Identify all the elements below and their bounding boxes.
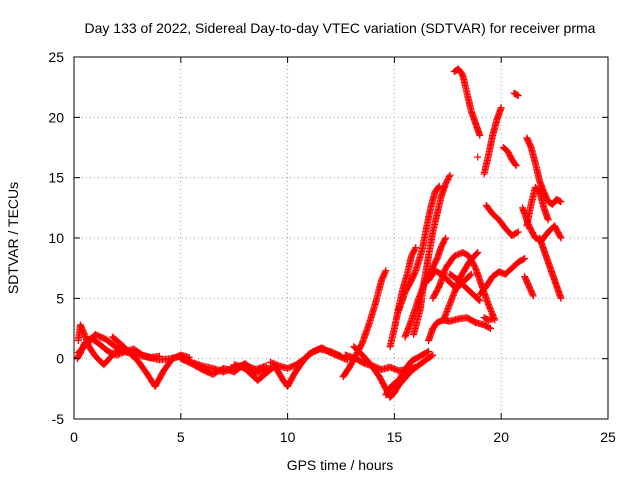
data-point-plus: [467, 270, 475, 278]
series-arc-28: [510, 89, 522, 100]
y-axis-label: SDTVAR / TECUs: [5, 182, 21, 294]
y-tick-label: 0: [56, 351, 64, 367]
y-tick-label: 25: [48, 49, 64, 65]
data-point-plus: [441, 235, 449, 243]
data-point-plus: [474, 153, 482, 161]
data-point-plus: [544, 216, 552, 224]
series-arc-33: [521, 273, 537, 300]
series-arc-24: [482, 201, 522, 240]
data-point-plus: [446, 171, 454, 179]
series-arc-23: [480, 104, 505, 178]
y-tick-label: 15: [48, 170, 64, 186]
series-arc-31: [523, 183, 552, 230]
grid-lines: [74, 57, 608, 419]
data-point-plus: [557, 294, 565, 302]
series-arc-32: [536, 234, 565, 302]
data-point-plus: [476, 297, 484, 305]
data-point-plus: [512, 162, 520, 170]
data-point-plus: [428, 352, 436, 360]
data-point-plus: [487, 325, 495, 332]
y-axis-ticks: -5 0 5 10 15 20 25: [48, 49, 608, 427]
data-point-plus: [429, 351, 437, 359]
x-tick-label: 5: [177, 429, 185, 445]
data-point-plus: [513, 229, 521, 237]
y-tick-label: -5: [52, 411, 65, 427]
x-tick-label: 10: [280, 429, 296, 445]
data-point-plus: [434, 183, 442, 191]
y-tick-label: 10: [48, 230, 64, 246]
data-point-plus: [475, 296, 483, 304]
series-arc-26: [480, 314, 497, 324]
chart-title: Day 133 of 2022, Sidereal Day-to-day VTE…: [85, 20, 596, 36]
series-arc-17: [425, 314, 495, 345]
data-point-plus: [514, 228, 522, 236]
series-arc-12: [382, 347, 433, 399]
data-point-plus: [474, 248, 482, 256]
data-point-plus: [473, 250, 481, 258]
x-tick-label: 0: [70, 429, 78, 445]
data-point-plus: [556, 197, 564, 205]
data-point-plus: [489, 315, 497, 323]
data-point-plus: [497, 104, 505, 112]
x-tick-label: 25: [600, 429, 616, 445]
series-arc-14: [395, 182, 443, 314]
x-axis-label: GPS time / hours: [287, 457, 394, 473]
data-point-plus: [557, 234, 565, 242]
series-arc-29: [523, 134, 565, 208]
x-axis-ticks: 0 5 10 15 20 25: [70, 57, 616, 445]
data-point-plus: [556, 233, 564, 241]
data-point-plus: [519, 255, 527, 263]
series-arc-21: [446, 270, 484, 305]
data-point-plus: [412, 244, 420, 252]
data-point-plus: [529, 292, 537, 300]
series-arc-04: [108, 333, 193, 390]
x-tick-label: 15: [387, 429, 403, 445]
data-point-plus: [529, 291, 537, 299]
data-point-plus: [411, 245, 419, 253]
data-point-plus: [514, 92, 522, 100]
data-point-plus: [476, 131, 484, 139]
x-tick-label: 20: [493, 429, 509, 445]
series-arc-22: [450, 65, 484, 139]
data-point-plus: [445, 173, 453, 181]
data-point-plus: [521, 255, 529, 263]
data-point-plus: [425, 347, 433, 355]
data-point-plus: [382, 267, 390, 275]
data-point-plus: [442, 234, 450, 242]
series-arc-27: [499, 144, 520, 170]
series-arc-16: [410, 171, 454, 339]
data-points: [73, 65, 565, 401]
data-point-plus: [485, 324, 493, 332]
data-point-plus: [423, 348, 431, 356]
y-tick-label: 20: [48, 109, 64, 125]
series-arc-25: [476, 255, 529, 299]
series-outlier: [474, 153, 482, 161]
data-point-plus: [466, 271, 474, 279]
data-point-plus: [381, 268, 389, 276]
y-tick-label: 5: [56, 290, 64, 306]
data-point-plus: [557, 198, 565, 206]
series-arc-08: [267, 344, 351, 372]
data-point-plus: [511, 160, 519, 168]
data-point-plus: [513, 91, 521, 99]
